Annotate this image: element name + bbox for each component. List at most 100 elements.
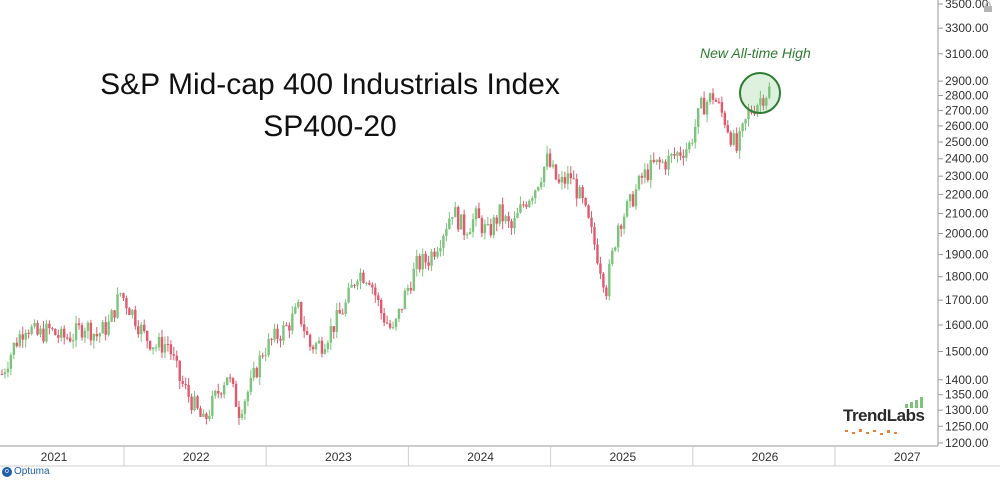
candle-body <box>181 381 184 384</box>
candle-body <box>311 346 315 350</box>
candle-body <box>483 224 487 234</box>
candle-body <box>732 133 735 145</box>
candle-body <box>578 187 581 199</box>
candle-body <box>356 281 359 286</box>
candle-body <box>86 322 90 331</box>
candle-body <box>276 328 279 339</box>
candle-body <box>688 142 691 150</box>
candle-body <box>335 309 338 332</box>
y-tick-label: 1300.00 <box>945 403 989 417</box>
candle-body <box>382 313 386 323</box>
candle-body <box>122 293 125 299</box>
y-tick-label: 1350.00 <box>945 388 989 402</box>
candle-body <box>611 250 614 264</box>
candle-body <box>759 98 762 106</box>
candle-body <box>202 413 205 417</box>
candle-body <box>480 218 484 234</box>
candle-body <box>24 332 27 340</box>
candle-body <box>723 112 727 126</box>
candle-body <box>107 321 110 335</box>
candle-body <box>267 338 270 356</box>
candle-body <box>634 189 638 207</box>
candle-body <box>729 132 732 145</box>
candle-body <box>619 225 623 229</box>
candle-body <box>738 131 741 151</box>
brand-bars-icon <box>905 397 923 408</box>
candle-body <box>341 313 344 315</box>
candle-body <box>735 133 738 151</box>
candle-body <box>371 284 374 288</box>
candle-body <box>412 268 415 291</box>
candle-body <box>193 396 196 411</box>
software-credit: o Optuma <box>2 466 50 477</box>
y-tick-label: 3500.00 <box>945 0 989 11</box>
y-tick-label: 2900.00 <box>945 74 989 88</box>
candle-body <box>300 302 303 325</box>
x-tick-label: 2023 <box>325 450 352 464</box>
candle-body <box>468 231 472 235</box>
candle-body <box>80 325 84 338</box>
candle-body <box>418 256 421 270</box>
candle-body <box>489 224 493 236</box>
candle-body <box>548 153 552 167</box>
candle-body <box>664 161 667 170</box>
y-tick-label: 2700.00 <box>945 103 989 117</box>
candle-body <box>308 334 312 347</box>
y-tick-label: 2000.00 <box>945 227 989 241</box>
candle-body <box>614 247 617 251</box>
candle-body <box>83 330 87 338</box>
lock-icon[interactable] <box>983 2 993 12</box>
new-high-circle <box>739 72 781 114</box>
candle-body <box>682 155 685 158</box>
candle-body <box>397 308 401 319</box>
candle-body <box>240 413 244 418</box>
candle-body <box>554 164 558 180</box>
candle-body <box>756 105 759 115</box>
candle-body <box>501 204 504 222</box>
candle-body <box>451 217 454 219</box>
candle-body <box>415 256 418 269</box>
candle-body <box>516 212 519 218</box>
y-tick-label: 2400.00 <box>945 152 989 166</box>
y-tick-label: 1200.00 <box>945 436 989 450</box>
candle-body <box>116 294 119 318</box>
candle-body <box>575 178 578 199</box>
x-tick-label: 2025 <box>609 450 636 464</box>
candle-body <box>350 284 353 288</box>
candle-body <box>409 287 413 291</box>
candle-body <box>320 340 324 354</box>
candle-body <box>359 272 362 282</box>
x-tick-label: 2026 <box>752 450 779 464</box>
candle-body <box>143 324 146 331</box>
y-tick-label: 1600.00 <box>945 318 989 332</box>
candle-body <box>374 287 377 296</box>
candle-body <box>510 221 513 229</box>
x-tick-label: 2021 <box>41 450 68 464</box>
candle-body <box>566 173 570 184</box>
candle-body <box>596 244 599 264</box>
candle-body <box>154 347 158 349</box>
candle-body <box>317 340 321 344</box>
y-tick-label: 2500.00 <box>945 135 989 149</box>
candle-body <box>166 344 170 346</box>
candle-body <box>237 406 241 418</box>
candle-body <box>273 328 276 340</box>
chart-title: S&P Mid-cap 400 Industrials Index <box>100 68 560 101</box>
candle-body <box>211 395 214 416</box>
y-tick-label: 2200.00 <box>945 187 989 201</box>
candle-body <box>768 86 771 98</box>
candle-body <box>569 173 572 179</box>
candle-body <box>89 322 93 341</box>
candle-body <box>190 396 193 411</box>
candle-body <box>557 179 561 183</box>
candle-body <box>646 169 650 181</box>
candle-body <box>243 401 247 414</box>
candle-body <box>498 204 501 224</box>
candle-body <box>347 287 350 303</box>
candle-body <box>528 200 531 207</box>
candle-body <box>391 327 395 329</box>
candle-body <box>160 337 164 353</box>
candle-body <box>403 290 407 310</box>
y-tick-label: 1500.00 <box>945 344 989 358</box>
